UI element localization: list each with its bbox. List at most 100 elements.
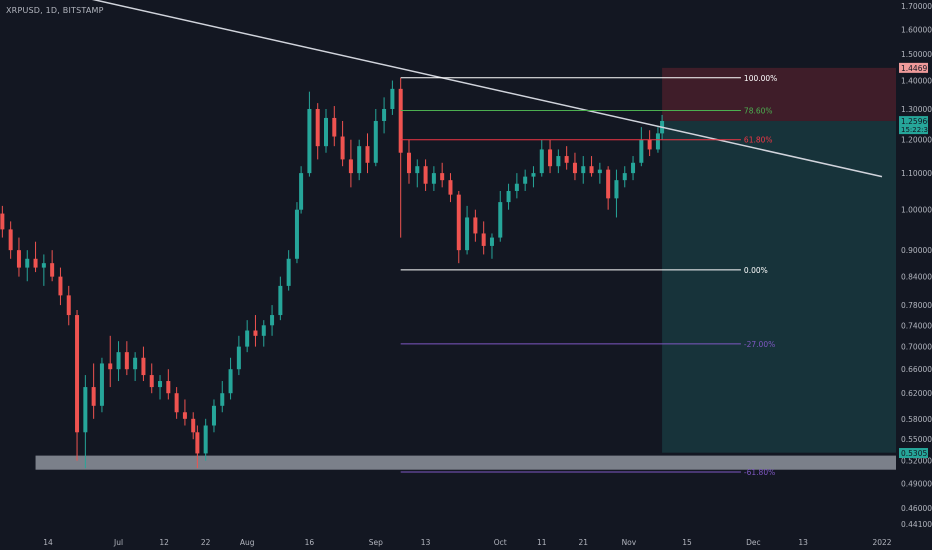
candle-body xyxy=(116,352,121,370)
candle-body xyxy=(382,108,387,121)
candle-body xyxy=(286,258,291,286)
price-badge-bg xyxy=(899,62,928,73)
candle xyxy=(382,97,387,134)
candle xyxy=(0,205,5,238)
time-tick-label: 21 xyxy=(578,538,588,547)
candle-body xyxy=(245,330,250,347)
candle xyxy=(531,166,536,188)
candle-body xyxy=(141,357,146,376)
candle xyxy=(253,315,258,347)
axes-layer: 1.70000 1.60000 1.50000 1.40000 1.30000 1.200… xyxy=(43,2,932,547)
candle xyxy=(58,267,63,306)
price-badge-bg xyxy=(899,448,928,459)
price-tick-label: 0.70000 xyxy=(901,343,932,352)
candle-body xyxy=(531,173,536,177)
drawings-layer: 100.00% 78.60% 61.80% 0.00% -27.00% -61.80% xyxy=(91,0,883,477)
candle-body xyxy=(539,149,544,174)
candle-body xyxy=(133,357,138,370)
candle xyxy=(431,166,436,191)
candle xyxy=(307,91,312,177)
candle xyxy=(556,149,561,174)
candle-body xyxy=(597,169,602,174)
candle xyxy=(373,108,378,167)
price-tick-label: 0.62000 xyxy=(901,389,932,398)
candle xyxy=(498,190,503,242)
support-zone xyxy=(35,455,896,470)
candle-body xyxy=(581,166,586,174)
price-tick-label: 0.66000 xyxy=(901,365,932,374)
symbol-label: XRPUSD, 1D, BITSTAMP xyxy=(6,6,104,15)
candle-body xyxy=(481,233,486,246)
candle xyxy=(606,166,611,210)
candle xyxy=(332,106,337,147)
candle-body xyxy=(357,146,362,174)
candle xyxy=(124,341,129,376)
candle-body xyxy=(423,166,428,184)
candle xyxy=(278,276,283,321)
candle xyxy=(489,233,494,259)
candle xyxy=(261,320,266,347)
candle xyxy=(315,103,320,160)
candle xyxy=(16,237,21,277)
fib-level-label: 100.00% xyxy=(744,74,777,83)
candle xyxy=(631,156,636,181)
candle xyxy=(456,190,461,264)
price-badge-text: 0.53055 xyxy=(901,449,932,458)
candle-body xyxy=(203,425,208,454)
candle-body xyxy=(456,194,461,251)
fib-level-label: 0.00% xyxy=(744,266,768,275)
candle-body xyxy=(270,315,275,326)
price-tick-label: 0.44100 xyxy=(901,520,932,529)
candle-body xyxy=(294,209,299,259)
candle-body xyxy=(228,369,233,394)
candle-body xyxy=(406,152,411,174)
candle xyxy=(423,159,428,191)
time-tick-label: Oct xyxy=(494,538,507,547)
candle xyxy=(75,310,80,461)
candle xyxy=(465,205,470,255)
candle-body xyxy=(398,88,403,153)
candle xyxy=(41,254,46,286)
price-badge-text: 1.25960 xyxy=(901,117,932,126)
candle-body xyxy=(655,133,660,150)
candle-body xyxy=(83,387,88,433)
target-zone xyxy=(662,120,896,453)
candle-body xyxy=(315,108,320,147)
candle xyxy=(398,77,403,238)
candle xyxy=(108,335,113,388)
candle xyxy=(99,357,104,413)
candle xyxy=(365,133,370,174)
candle-body xyxy=(8,229,13,251)
price-tick-label: 1.40000 xyxy=(901,77,932,86)
candle-body xyxy=(324,117,328,147)
candle-body xyxy=(195,432,200,454)
time-tick-label: 2022 xyxy=(872,538,891,547)
candle-body xyxy=(108,363,113,370)
candle xyxy=(348,139,353,188)
price-badge-text: 1.44697 xyxy=(901,64,932,73)
candle xyxy=(639,127,644,167)
candle xyxy=(158,375,163,400)
price-tick-label: 1.60000 xyxy=(901,25,932,34)
candle-body xyxy=(66,295,71,316)
time-tick-label: 13 xyxy=(798,538,808,547)
price-badge: 0.53055 xyxy=(899,448,932,459)
candle-body xyxy=(299,173,304,210)
fib-level-label: -61.80% xyxy=(744,468,775,477)
candle-body xyxy=(498,202,503,238)
price-tick-label: 0.55000 xyxy=(901,435,932,444)
candle xyxy=(182,399,187,426)
candle-body xyxy=(465,217,470,251)
candle xyxy=(286,250,291,291)
candle xyxy=(141,346,146,382)
candle xyxy=(66,285,71,326)
candle xyxy=(473,209,478,242)
fib-level-label: -27.00% xyxy=(744,340,775,349)
price-tick-label: 1.10000 xyxy=(901,169,932,178)
candle xyxy=(340,120,345,167)
time-tick-label: Jul xyxy=(113,538,123,547)
candle-body xyxy=(373,120,378,163)
candle-body xyxy=(191,418,196,433)
candle-body xyxy=(606,169,611,199)
